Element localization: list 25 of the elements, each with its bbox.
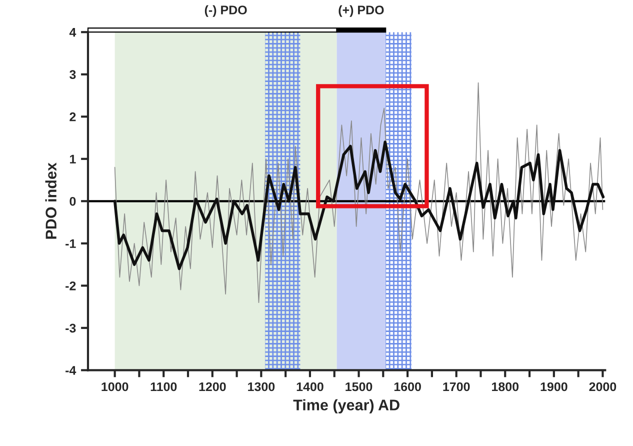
x-tick-label: 1100 [150,382,177,392]
x-tick-label: 1400 [296,382,324,392]
y-tick-label: -4 [66,366,76,375]
x-tick-label: 1700 [443,382,470,392]
y-tick-label: -3 [66,324,76,333]
x-tick-label: 1600 [394,382,421,392]
x-tick-label: 1500 [346,382,372,392]
line-series [113,140,605,270]
x-axis-title: Time (year) AD [293,399,400,414]
x-tick-label: 1200 [199,382,226,392]
x-tick-label: 1900 [540,382,568,392]
x-tick-label: 1000 [102,382,128,392]
y-axis-title: PDO index [45,162,56,239]
y-tick-label: 1 [70,154,76,164]
y-tick-label: 3 [70,70,76,80]
y-tick-label: -1 [66,239,76,248]
y-tick-label: 4 [69,28,76,37]
y-tick-label: 0 [70,196,76,206]
x-tick-label: 1800 [492,382,519,392]
y-tick-label: 2 [70,112,76,122]
y-tick-label: -2 [66,281,76,290]
band-label: (+) PDO [338,5,384,17]
x-tick-label: 2000 [589,382,616,392]
x-tick-label: 1300 [248,382,275,392]
band-label: (-) PDO [204,5,247,17]
